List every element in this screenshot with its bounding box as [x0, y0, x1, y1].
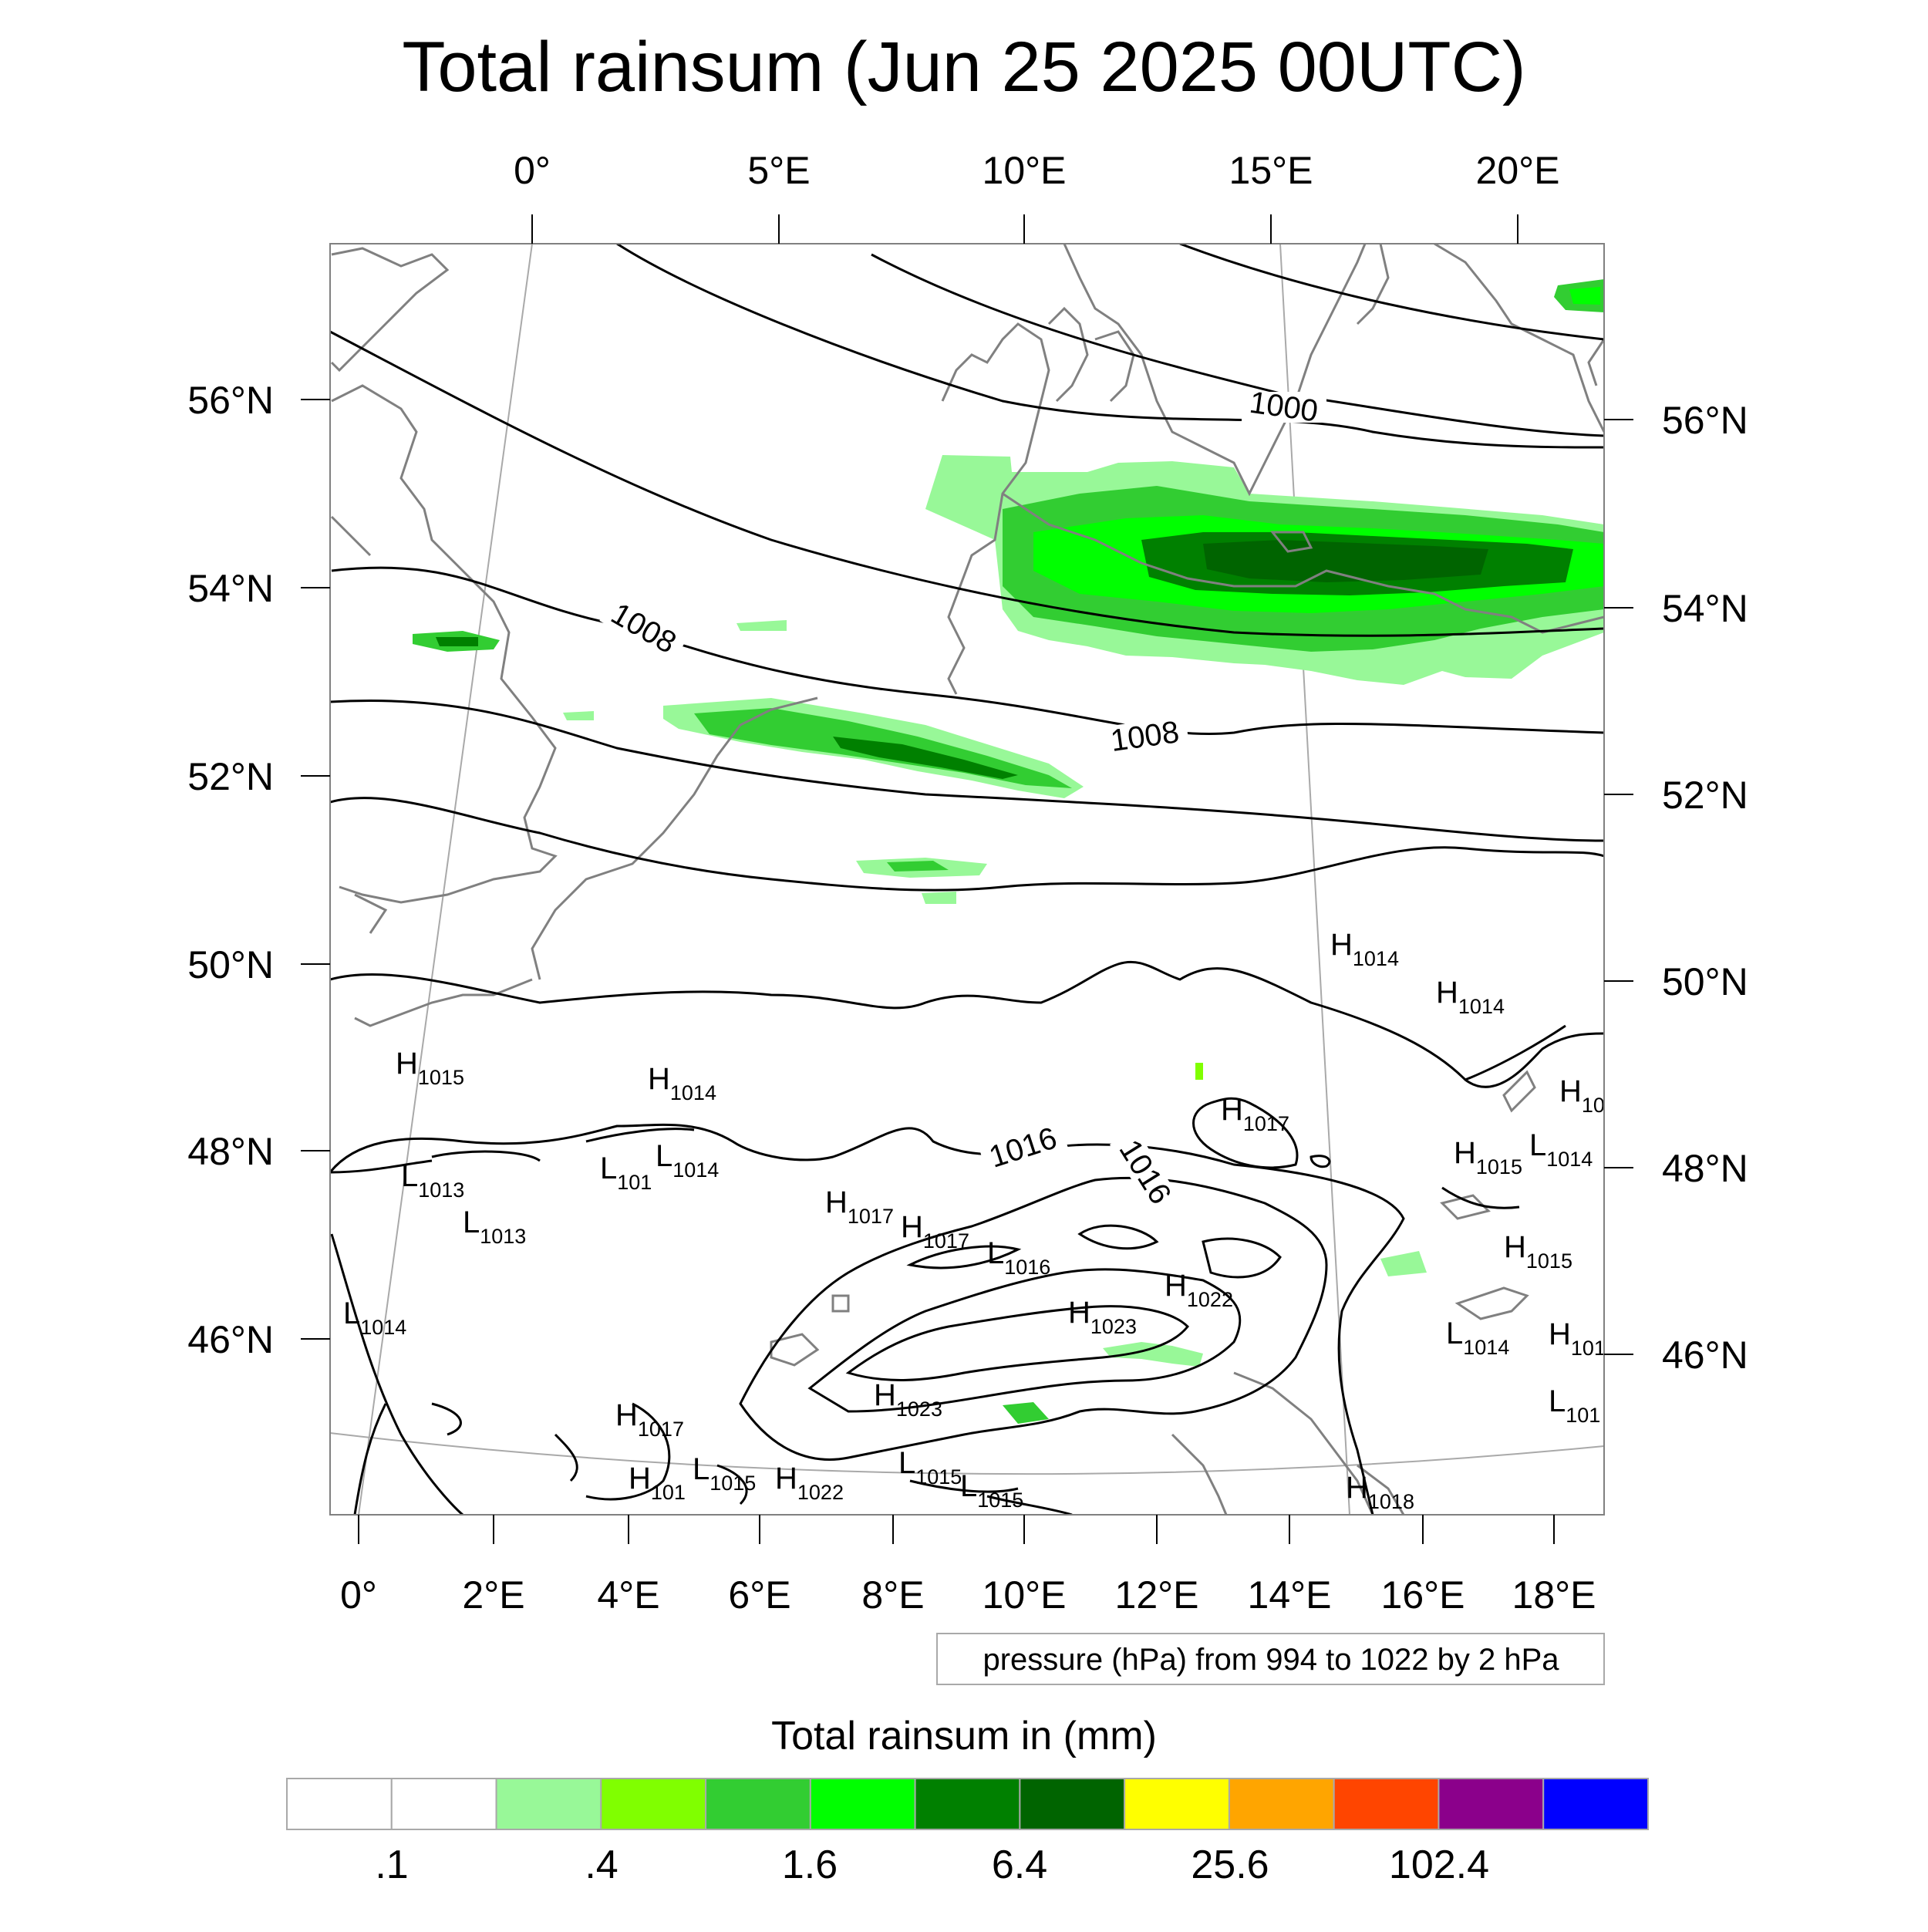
colorbar-labels: .1 .4 1.6 6.4 25.6 102.4 [375, 1843, 1489, 1887]
right-lat-label: 52°N [1662, 774, 1748, 817]
pressure-center: L1015 [960, 1469, 1023, 1512]
pressure-center: H1023 [1068, 1296, 1137, 1338]
pressure-center: H1018 [1346, 1471, 1414, 1513]
pressure-center: L1014 [1446, 1317, 1509, 1359]
isobar-label-1016-a: 1016 [985, 1121, 1060, 1174]
pressure-center: H101 [629, 1462, 686, 1504]
top-lon-label: 5°E [747, 149, 810, 192]
map-title: Total rainsum (Jun 25 2025 00UTC) [402, 28, 1525, 106]
pressure-center: L1014 [1529, 1128, 1593, 1171]
colorbar-swatch [1542, 1778, 1649, 1830]
pressure-center: L1016 [987, 1236, 1050, 1279]
pressure-center: H1017 [1221, 1093, 1289, 1135]
pressure-center: L1014 [343, 1296, 406, 1339]
colorbar-swatch [600, 1778, 707, 1830]
colorbar-swatch [1228, 1778, 1335, 1830]
pressure-center: L1013 [463, 1205, 526, 1248]
colorbar-swatch [914, 1778, 1021, 1830]
isobar-label-1008-a: 1008 [605, 596, 682, 660]
bottom-lon-label: 4°E [597, 1573, 659, 1617]
colorbar-swatch [286, 1778, 393, 1830]
right-lat-label: 48°N [1662, 1147, 1748, 1190]
colorbar-swatch [495, 1778, 602, 1830]
colorbar-label: 1.6 [782, 1843, 838, 1887]
colorbar-swatch [390, 1778, 497, 1830]
pressure-center: H1022 [1165, 1269, 1233, 1311]
left-lat-label: 52°N [187, 755, 274, 798]
colorbar-label: 6.4 [992, 1843, 1047, 1887]
map-content: 1000 1008 1008 1016 1016 H1015 H1014 L10… [330, 244, 1606, 1515]
colorbar-label: .4 [585, 1843, 618, 1887]
pressure-center: H1023 [874, 1378, 942, 1421]
isobars [330, 244, 1604, 1515]
legend-title: Total rainsum in (mm) [771, 1714, 1157, 1758]
pressure-center: L1013 [401, 1159, 464, 1202]
isobar-label-1008-b: 1008 [1108, 715, 1181, 758]
left-lat-label: 48°N [187, 1130, 274, 1173]
left-lat-label: 50°N [187, 943, 274, 986]
coastlines [330, 244, 1604, 1515]
rain-area-heaviest [1203, 540, 1488, 582]
colorbar-label: 102.4 [1389, 1843, 1489, 1887]
pressure-center: H1015 [396, 1047, 464, 1089]
top-lon-label: 0° [514, 149, 551, 192]
bottom-lon-label: 12°E [1115, 1573, 1199, 1617]
left-latitude-labels: 56°N 54°N 52°N 50°N 48°N 46°N [187, 379, 274, 1361]
colorbar-swatch [1438, 1778, 1545, 1830]
right-lat-label: 50°N [1662, 960, 1748, 1003]
pressure-center: L1014 [656, 1139, 719, 1182]
colorbar-label: 25.6 [1191, 1843, 1269, 1887]
rain-shading [413, 279, 1604, 1424]
pressure-center: H1015 [1504, 1230, 1572, 1273]
right-latitude-labels: 56°N 54°N 52°N 50°N 48°N 46°N [1662, 399, 1748, 1377]
pressure-center: H1014 [1330, 928, 1399, 970]
left-lat-label: 46°N [187, 1318, 274, 1361]
bottom-lon-label: 14°E [1248, 1573, 1332, 1617]
right-lat-label: 46°N [1662, 1334, 1748, 1377]
pressure-center: H1014 [1436, 976, 1505, 1018]
bottom-lon-label: 8°E [861, 1573, 924, 1617]
left-lat-label: 56°N [187, 379, 274, 422]
pressure-center: H101 [1549, 1317, 1606, 1360]
bottom-lon-label: 0° [340, 1573, 377, 1617]
top-lon-label: 15°E [1229, 149, 1313, 192]
colorbar-swatch [1124, 1778, 1230, 1830]
top-longitude-labels: 0° 5°E 10°E 15°E 20°E [514, 149, 1559, 192]
graticule [330, 244, 1604, 1515]
pressure-center: L101 [600, 1151, 652, 1194]
pressure-center: H1022 [775, 1462, 844, 1504]
pressure-centers: H1015 H1014 L1013 L1013 L101 L1014 L1014… [343, 928, 1606, 1513]
map-frame [329, 243, 1605, 1516]
bottom-lon-label: 6°E [728, 1573, 790, 1617]
contour-info-box [936, 1633, 1605, 1685]
bottom-lon-label: 2°E [462, 1573, 524, 1617]
right-lat-label: 54°N [1662, 587, 1748, 630]
left-lat-label: 54°N [187, 567, 274, 610]
colorbar-swatch [1019, 1778, 1126, 1830]
bottom-lon-label: 10°E [983, 1573, 1067, 1617]
colorbar-swatch [705, 1778, 811, 1830]
colorbar [286, 1778, 1649, 1830]
pressure-center: H1017 [825, 1185, 894, 1228]
pressure-center: H1017 [901, 1210, 969, 1253]
top-lon-label: 10°E [983, 149, 1067, 192]
bottom-longitude-labels: 0° 2°E 4°E 6°E 8°E 10°E 12°E 14°E 16°E 1… [340, 1573, 1596, 1617]
pressure-center: H10 [1559, 1074, 1605, 1117]
pressure-center: L101 [1549, 1384, 1600, 1427]
pressure-center: L1015 [898, 1446, 962, 1489]
colorbar-swatch [1333, 1778, 1440, 1830]
pressure-center: H1015 [1454, 1136, 1522, 1178]
right-lat-label: 56°N [1662, 399, 1748, 442]
pressure-center: H1014 [648, 1062, 716, 1104]
contour-info-text: pressure (hPa) from 994 to 1022 by 2 hPa [983, 1643, 1559, 1677]
pressure-center: L1015 [693, 1452, 756, 1495]
top-lon-label: 20°E [1476, 149, 1560, 192]
pressure-center: H1017 [615, 1398, 684, 1441]
bottom-lon-label: 16°E [1381, 1573, 1465, 1617]
colorbar-label: .1 [375, 1843, 408, 1887]
tick-marks [301, 214, 1633, 1544]
colorbar-swatch [809, 1778, 916, 1830]
bottom-lon-label: 18°E [1512, 1573, 1596, 1617]
